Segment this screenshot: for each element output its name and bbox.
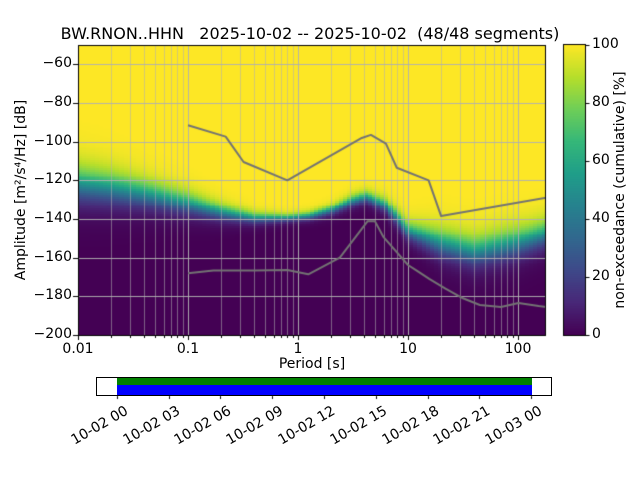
timeline-psd-coverage: [117, 385, 532, 395]
timeline-data-coverage: [117, 378, 532, 385]
x-axis-label: Period [s]: [278, 356, 346, 372]
y-axis-label: Amplitude [m²/s⁴/Hz] [dB]: [13, 99, 29, 281]
colorbar-gradient: [562, 43, 592, 337]
colorbar-label: non-exceedance (cumulative) [%]: [612, 71, 628, 309]
chart-title: BW.RNON..HHN 2025-10-02 -- 2025-10-02 (4…: [60, 24, 560, 43]
